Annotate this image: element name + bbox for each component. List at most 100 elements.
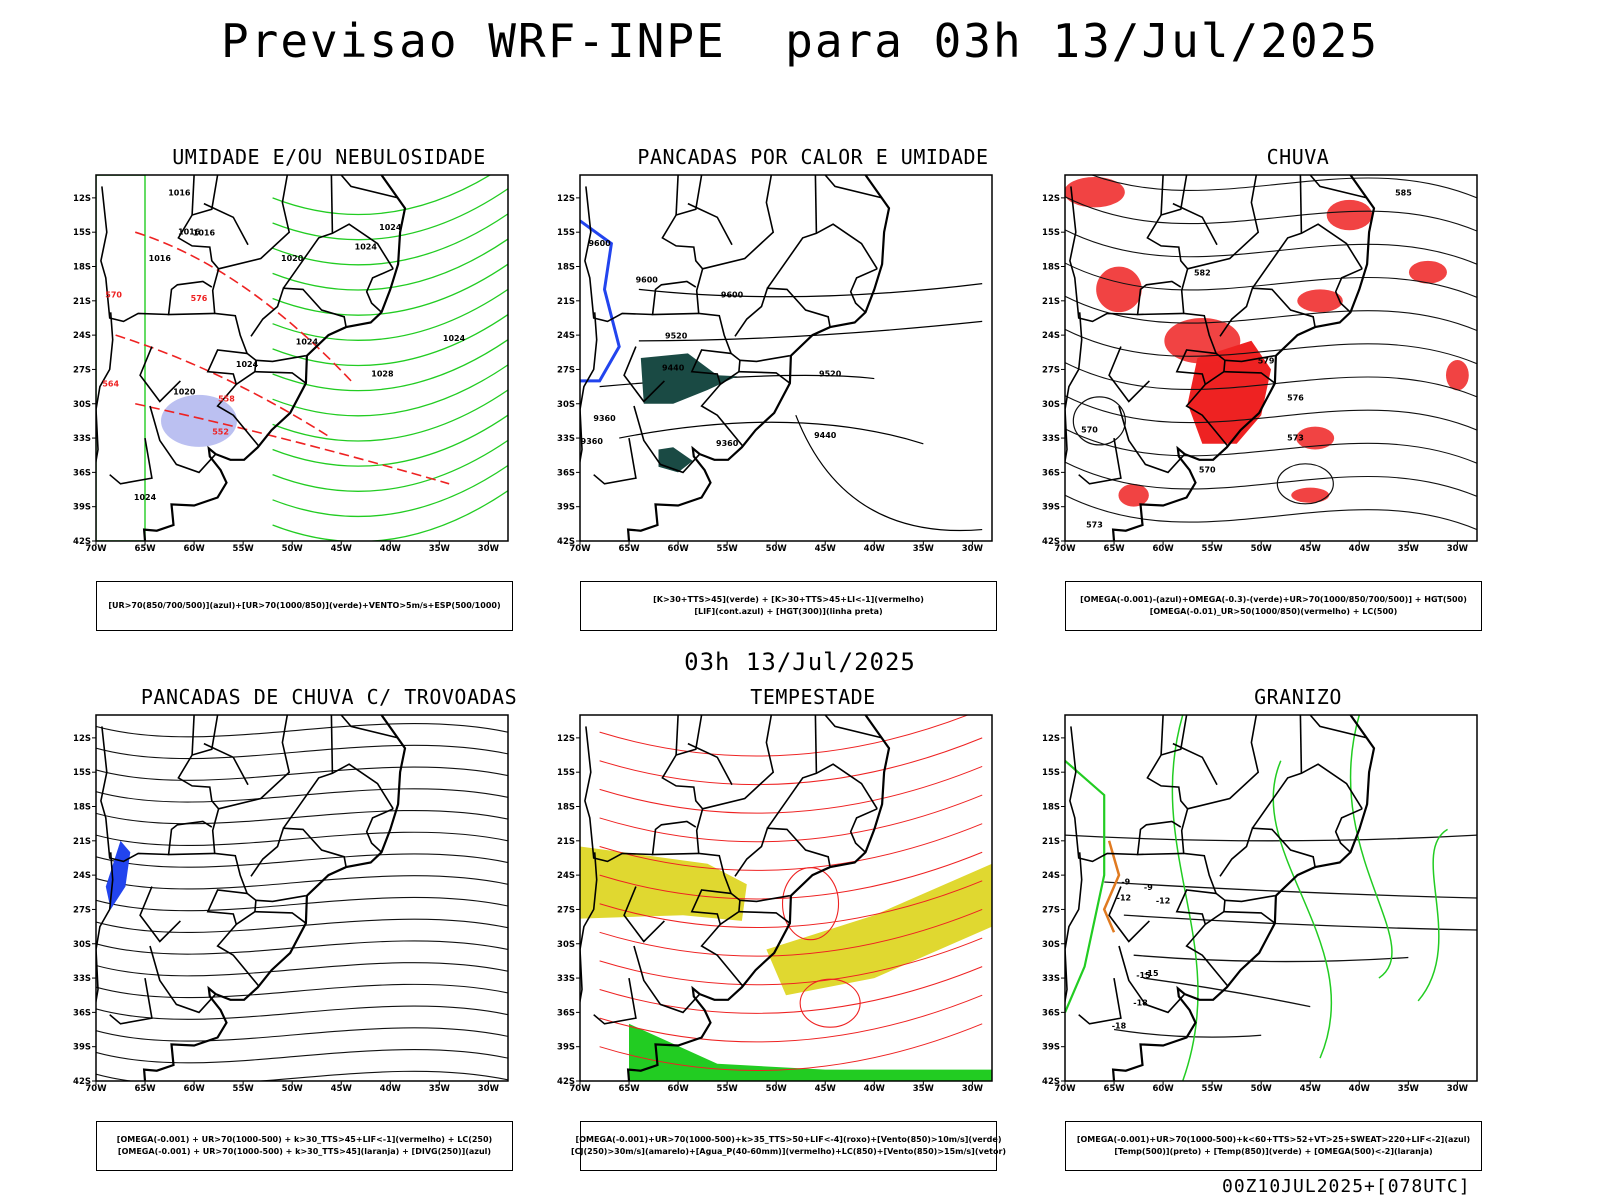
lon-label: 40W — [1349, 1084, 1371, 1094]
lon-label: 30W — [1447, 1084, 1469, 1094]
political-border — [1309, 715, 1368, 739]
lon-label: 40W — [380, 1084, 402, 1094]
convection-area — [658, 447, 693, 473]
lon-label: 70W — [85, 1084, 107, 1094]
lat-label: 12S — [1042, 734, 1060, 744]
political-border — [633, 405, 701, 474]
lat-label: 39S — [1042, 1043, 1060, 1053]
streamline — [96, 940, 508, 955]
lat-label: 24S — [1042, 871, 1060, 881]
contour-label: 1024 — [296, 337, 319, 346]
legend-line: [Temp(500)](preto) + [Temp(850)](verde) … — [1114, 1147, 1433, 1156]
streamline — [96, 723, 508, 738]
map-content — [96, 715, 508, 1081]
contour-label: 1016 — [149, 254, 172, 263]
contour-label: 579 — [1258, 357, 1275, 366]
lat-label: 36S — [557, 1008, 575, 1018]
political-border — [139, 886, 181, 943]
political-border — [1223, 370, 1276, 384]
contour-label: 1028 — [371, 369, 394, 378]
streamline — [96, 983, 508, 999]
panel-title: TEMPESTADE — [750, 685, 876, 709]
temp-500-contour — [1143, 977, 1311, 1008]
lon-label: 35W — [429, 544, 451, 554]
political-border — [1118, 405, 1186, 474]
lon-label: 50W — [282, 544, 304, 554]
streamline — [96, 896, 508, 912]
contour-label: 1024 — [379, 223, 402, 232]
political-border — [254, 910, 307, 924]
streamline — [96, 766, 508, 781]
humidity-green-contour — [272, 188, 508, 241]
legend-box: [UR>70(850/700/500)](azul)+[UR>70(1000/8… — [96, 581, 513, 631]
lon-label: 60W — [183, 544, 205, 554]
legend-line: [K>30+TTS>45](verde) + [K>30+TTS>45+LI<-… — [653, 595, 924, 604]
thickness-contour — [134, 231, 352, 382]
streamline-850 — [599, 715, 969, 757]
lon-label: 30W — [962, 1084, 984, 1094]
political-border — [661, 175, 744, 447]
streamline-850 — [599, 823, 983, 871]
legend-line: [LIF](cont.azul) + [HGT(300)](linha pret… — [694, 607, 883, 616]
contour-label: 582 — [1194, 269, 1211, 278]
height-contour — [795, 414, 983, 532]
lat-label: 15S — [73, 768, 91, 778]
political-border — [1136, 280, 1184, 316]
political-border — [1299, 175, 1303, 234]
streamline — [96, 788, 508, 803]
lat-label: 39S — [557, 503, 575, 513]
political-border — [1146, 715, 1229, 987]
political-border — [203, 202, 249, 246]
map-frame-border — [1064, 174, 1478, 542]
contour-label: 573 — [1086, 520, 1103, 529]
political-border — [1078, 437, 1122, 485]
lat-label: 27S — [1042, 365, 1060, 375]
lon-label: 30W — [478, 544, 500, 554]
humidity-green-contour — [272, 464, 508, 518]
height-contour — [619, 421, 924, 445]
humidity-green-contour — [272, 288, 508, 341]
lat-label: 27S — [557, 365, 575, 375]
streamline — [1065, 461, 1477, 497]
rain-area — [1296, 426, 1335, 450]
lon-label: 65W — [618, 1084, 640, 1094]
rain-area — [1408, 260, 1447, 284]
streamline — [1065, 262, 1477, 298]
map-content: -9-9-12 -12-15-15-18-18 — [1065, 715, 1477, 1081]
humidity-contour — [96, 175, 146, 541]
political-border — [824, 715, 883, 739]
panel-chuva: CHUVA 585 582 579 576 573 570 570 573 12S 15S 18S 2… — [1038, 145, 1558, 645]
lat-label: 12S — [557, 194, 575, 204]
political-border — [739, 894, 791, 903]
lat-label: 42S — [1042, 537, 1060, 547]
political-border — [814, 715, 818, 774]
political-border — [690, 889, 732, 925]
lon-label: 55W — [233, 544, 255, 554]
contour-label: 1016 — [178, 227, 201, 236]
humidity-green-contour — [272, 439, 508, 492]
political-border — [690, 349, 732, 385]
political-border — [1069, 726, 1138, 863]
lat-label: 30S — [73, 940, 91, 950]
political-border — [167, 820, 215, 856]
lon-label: 35W — [913, 1084, 935, 1094]
streamline — [96, 1005, 508, 1020]
contour-label: 1024 — [134, 493, 157, 502]
political-border — [824, 175, 883, 199]
humidity-blue-area — [161, 394, 237, 447]
map-frame-border — [1064, 714, 1478, 1082]
lon-label: 40W — [864, 544, 886, 554]
streamline-vortex — [1072, 396, 1126, 446]
lon-label: 70W — [1054, 1084, 1076, 1094]
lat-label: 42S — [73, 1077, 91, 1087]
lon-label: 65W — [1103, 544, 1125, 554]
humidity-green-contour — [272, 213, 508, 266]
lat-label: 15S — [557, 768, 575, 778]
streamline-850 — [599, 908, 983, 957]
political-border — [282, 223, 394, 289]
rain-area — [1445, 359, 1469, 391]
rain-area — [1096, 266, 1142, 313]
temp-850-contour — [1417, 828, 1448, 1002]
political-border — [1224, 354, 1276, 363]
